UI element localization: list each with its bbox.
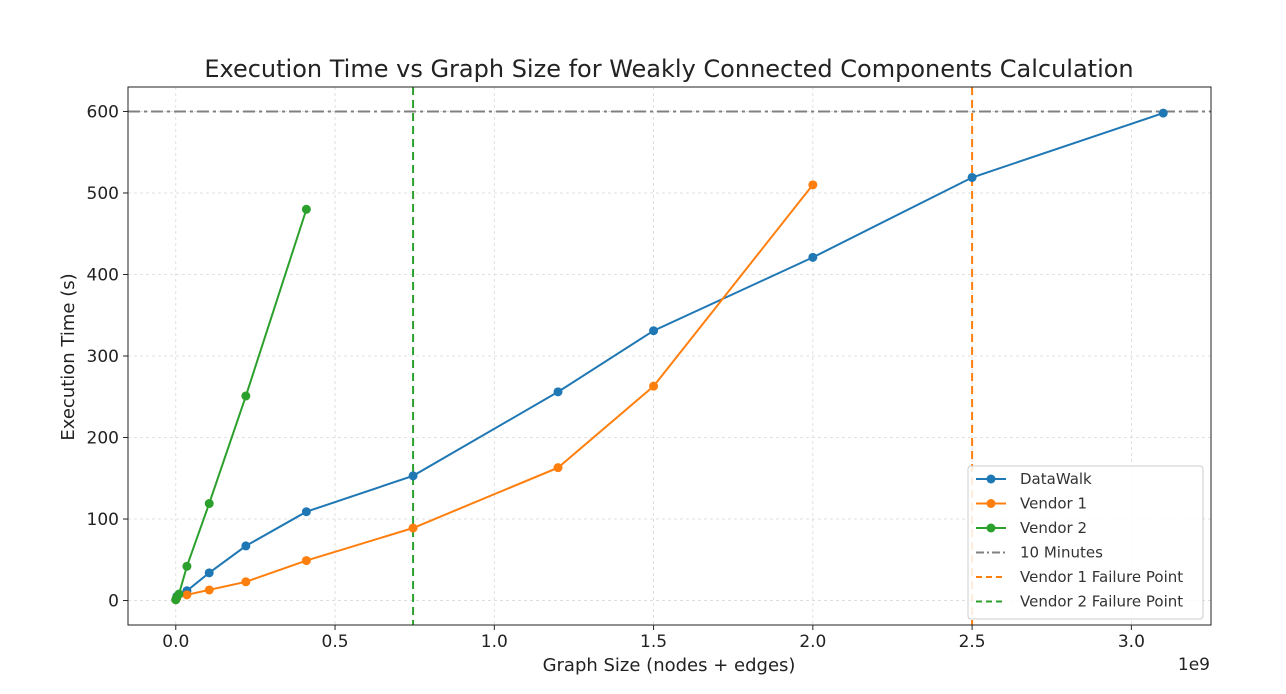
series-layer xyxy=(171,108,1168,605)
data-point xyxy=(808,180,818,190)
legend-marker xyxy=(986,499,996,508)
legend-label: Vendor 2 Failure Point xyxy=(1020,593,1183,611)
x-axis-offset-label: 1e9 xyxy=(1178,655,1210,675)
chart-title: Execution Time vs Graph Size for Weakly … xyxy=(204,55,1133,83)
x-tick-label: 2.5 xyxy=(959,632,986,652)
x-tick-label: 3.0 xyxy=(1118,632,1145,652)
data-point xyxy=(301,204,311,214)
data-point xyxy=(241,391,251,401)
legend-marker xyxy=(986,474,996,484)
legend-label: 10 Minutes xyxy=(1020,544,1103,562)
data-point xyxy=(241,541,251,551)
legend-marker xyxy=(986,523,996,533)
x-tick-label: 0.5 xyxy=(322,632,349,652)
data-point xyxy=(174,589,184,599)
legend-label: Vendor 1 xyxy=(1020,495,1087,513)
data-point xyxy=(204,499,214,509)
data-point xyxy=(649,326,659,336)
data-point xyxy=(182,590,192,600)
data-point xyxy=(408,523,418,533)
legend-label: DataWalk xyxy=(1020,470,1092,488)
y-tick-label: 600 xyxy=(87,102,119,122)
legend-label: Vendor 1 Failure Point xyxy=(1020,568,1183,586)
tick-layer: 0.0 0.5 1.0 1.5 2.0 2.5 3.0 0 100 200 300 400 500 600 xyxy=(87,102,1145,652)
x-tick-label: 1.5 xyxy=(640,632,667,652)
legend-label: Vendor 2 xyxy=(1020,519,1087,537)
data-point xyxy=(1158,108,1168,118)
data-point xyxy=(204,568,214,578)
legend-box xyxy=(967,465,1204,620)
data-point xyxy=(204,585,214,595)
data-point xyxy=(408,471,418,481)
data-point xyxy=(301,556,311,566)
data-point xyxy=(553,387,563,397)
legend: DataWalk Vendor 1 Vendor 2 10 Minutes Vendor… xyxy=(967,465,1204,620)
grid-layer xyxy=(128,87,1211,625)
y-tick-label: 200 xyxy=(87,429,119,449)
series-line xyxy=(174,208,308,601)
x-tick-label: 1.0 xyxy=(481,632,508,652)
x-tick-label: 0.0 xyxy=(162,632,189,652)
y-tick-label: 400 xyxy=(87,265,119,285)
x-axis-label: Graph Size (nodes + edges) xyxy=(543,655,796,676)
y-tick-label: 100 xyxy=(87,510,119,530)
y-tick-label: 500 xyxy=(87,184,119,204)
x-tick-label: 2.0 xyxy=(799,632,826,652)
y-tick-label: 300 xyxy=(87,347,119,367)
data-point xyxy=(553,463,563,473)
data-point xyxy=(649,381,659,391)
data-point xyxy=(967,172,977,182)
data-point xyxy=(241,577,251,587)
y-axis-label: Execution Time (s) xyxy=(58,273,79,440)
data-point xyxy=(808,252,818,262)
data-point xyxy=(301,507,311,517)
data-point xyxy=(182,561,192,571)
y-tick-label: 0 xyxy=(108,592,119,612)
